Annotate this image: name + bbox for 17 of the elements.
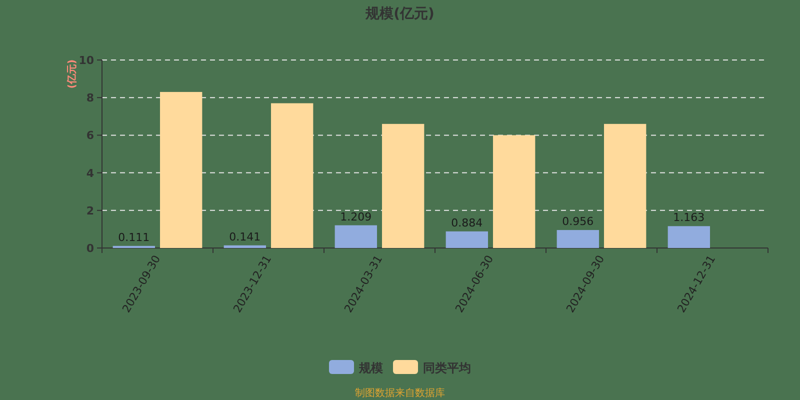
legend-label: 规模 [359,361,383,375]
ytick: 10 [78,54,94,67]
title: 规模(亿元) [366,6,434,22]
ytick: 6 [86,129,94,142]
ytick: 8 [86,92,94,105]
ylabel: (亿元) [67,59,78,89]
data-label: 0.111 [118,230,150,244]
annotation: 制图数据来自数据库 [355,388,445,399]
data-label: 1.209 [340,210,372,224]
data-label: 0.884 [451,216,483,230]
data-label: 0.141 [229,230,261,244]
legend-label: 同类平均 [423,361,471,375]
data-label: 1.163 [673,211,705,224]
ytick: 4 [86,166,94,180]
ytick: 2 [86,204,94,218]
data-label: 0.956 [562,215,594,228]
ytick: 0 [86,242,94,255]
